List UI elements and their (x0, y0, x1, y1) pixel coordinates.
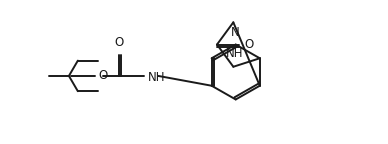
Text: O: O (245, 38, 254, 51)
Text: N: N (231, 26, 240, 39)
Text: O: O (114, 36, 123, 49)
Text: O: O (99, 69, 108, 82)
Text: NH: NH (148, 71, 166, 84)
Text: NH: NH (225, 47, 243, 60)
